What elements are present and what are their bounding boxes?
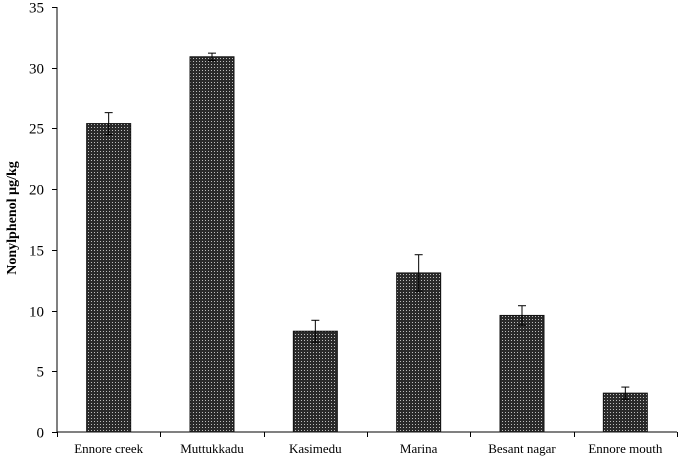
bar-besant-nagar [499,314,545,433]
y-tick-label: 30 [29,62,44,78]
bar-muttukkadu [189,56,235,433]
bar-marina [396,272,442,433]
y-tick-label: 35 [29,1,44,17]
x-category-label: Ennore mouth [588,441,663,456]
y-tick-label: 10 [29,305,44,321]
x-category-label: Marina [400,441,438,456]
y-tick-label: 0 [37,426,45,442]
x-category-label: Besant nagar [488,441,556,456]
y-tick-label: 20 [29,183,44,199]
y-tick-label: 5 [37,365,45,381]
bar-ennore-creek [86,123,132,433]
x-category-label: Muttukkadu [180,441,244,456]
y-tick-label: 15 [29,244,44,260]
y-axis-title: Nonylphenol µg/kg [5,161,20,275]
bar-kasimedu [292,330,338,433]
x-category-label: Ennore creek [74,441,143,456]
y-tick-label: 25 [29,122,44,138]
x-category-label: Kasimedu [289,441,342,456]
